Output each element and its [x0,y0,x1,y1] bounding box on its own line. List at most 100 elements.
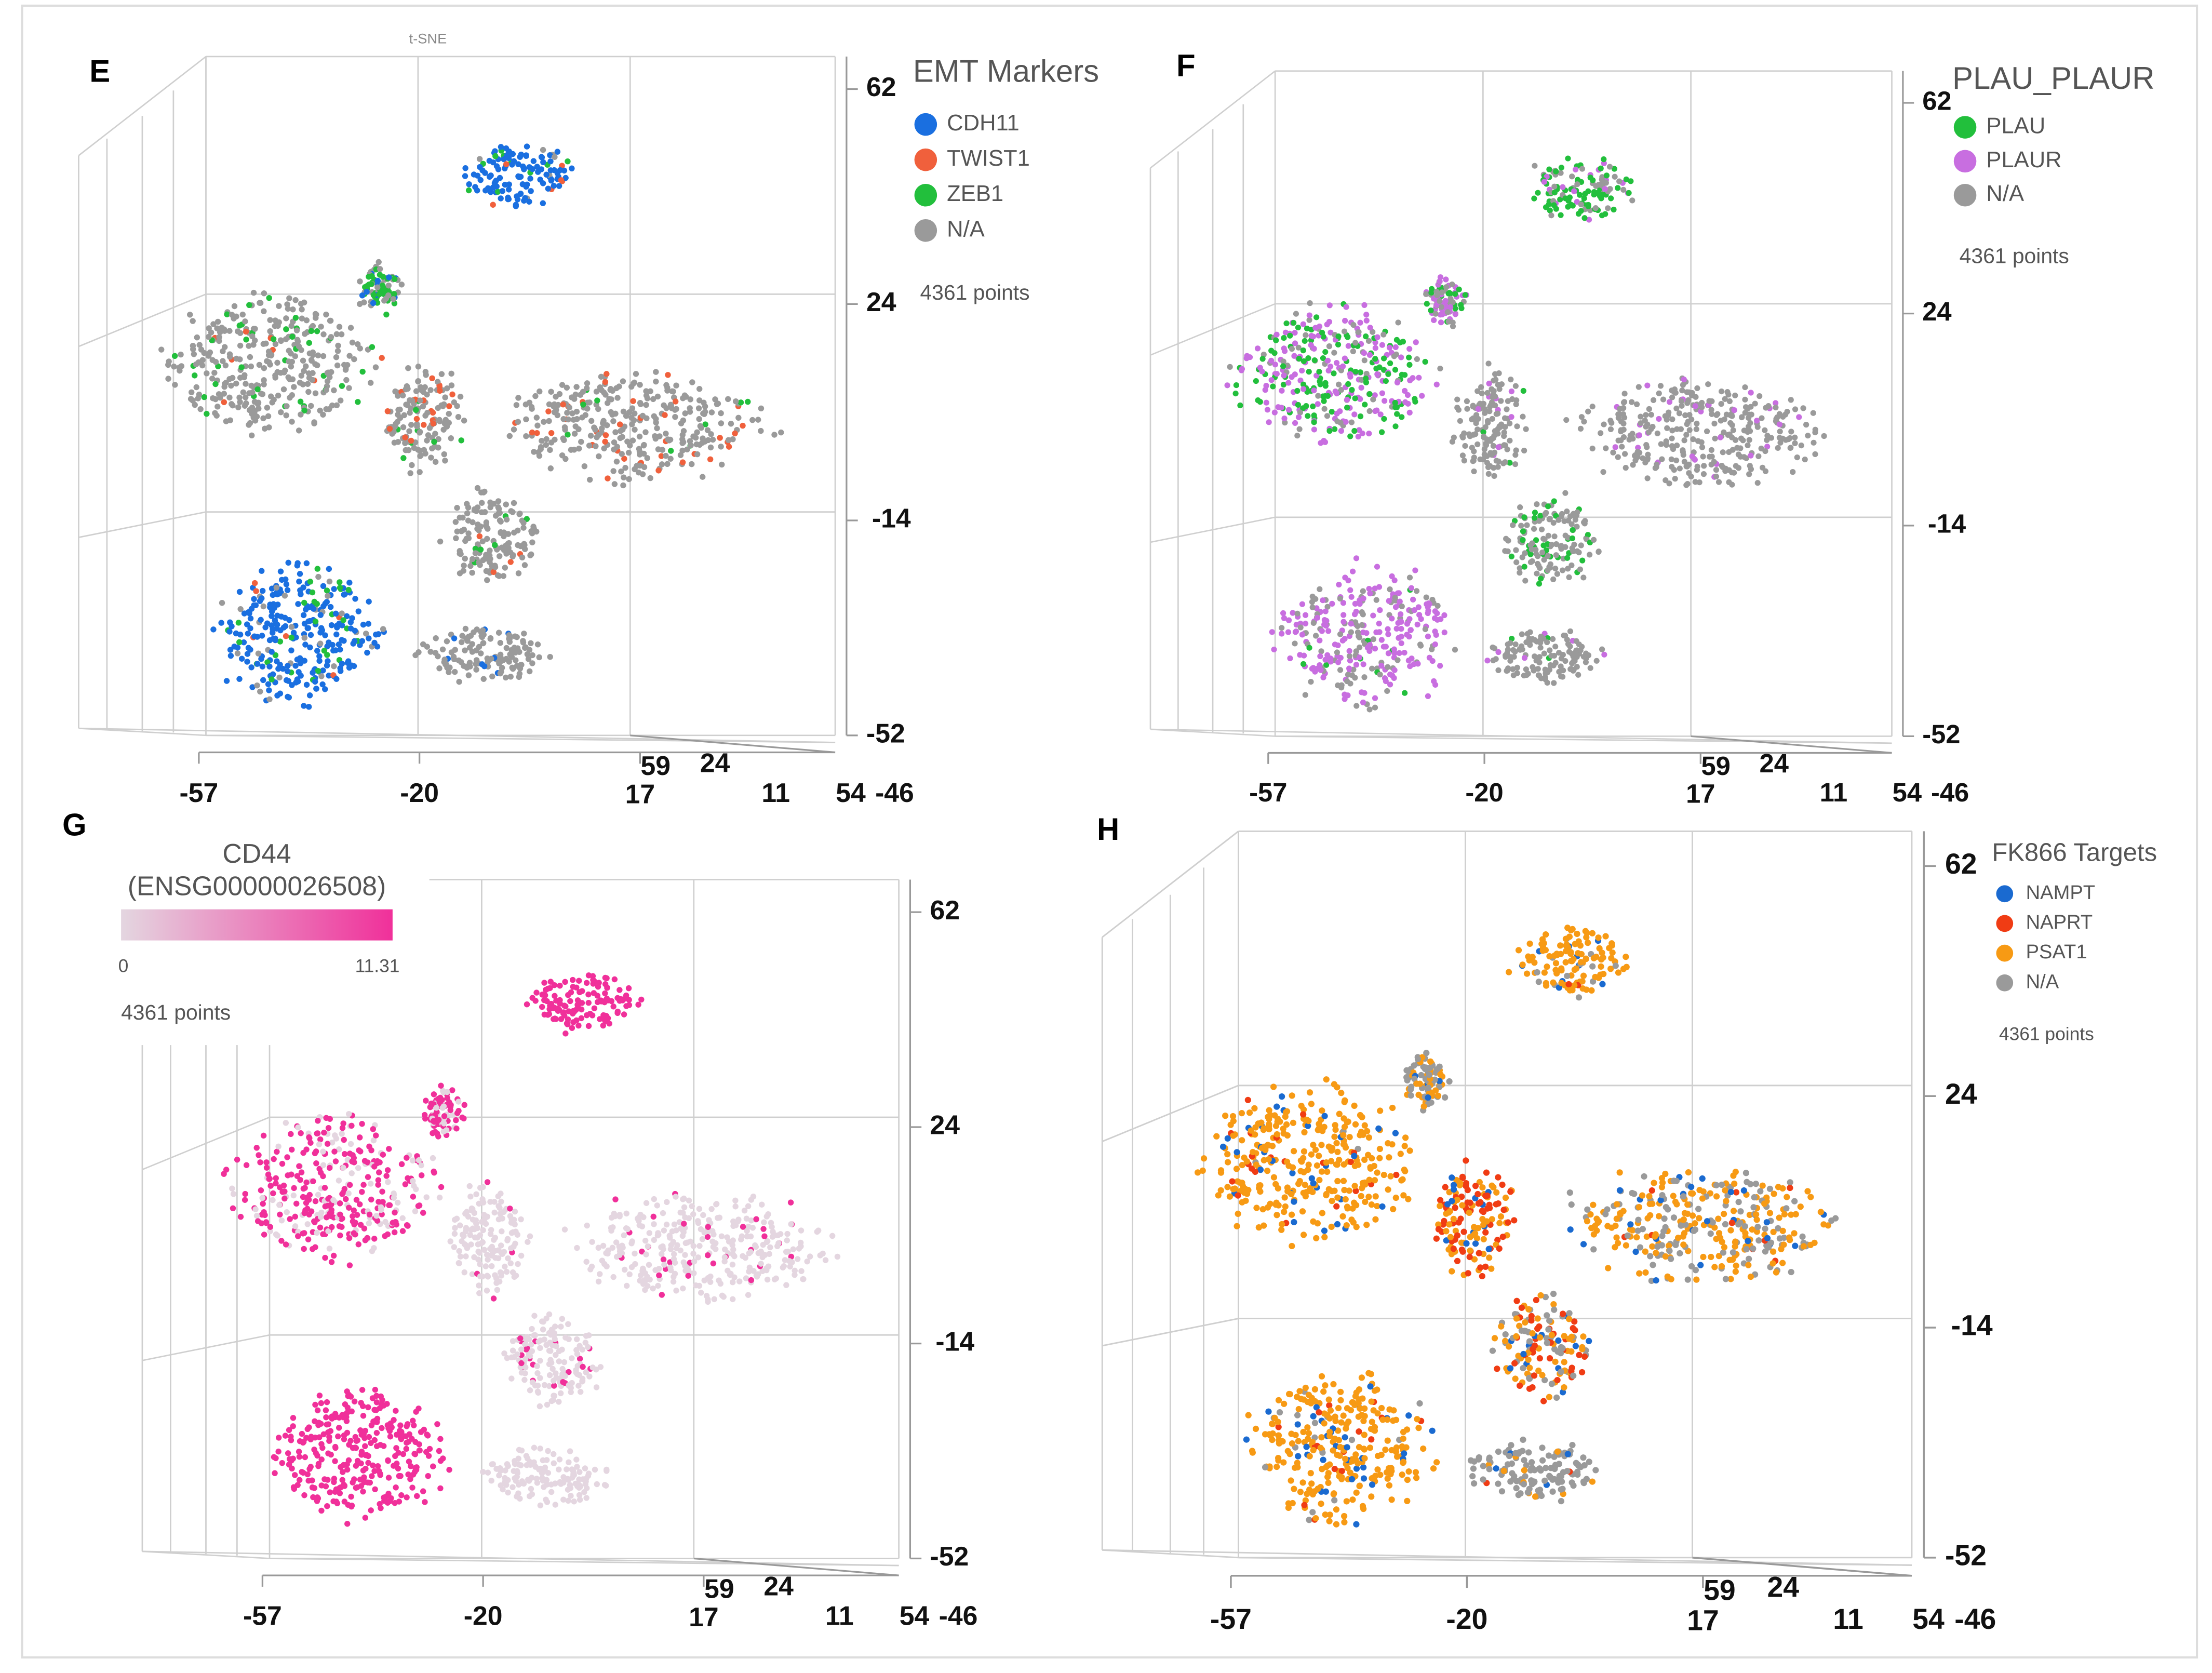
point [480,640,486,647]
point [547,653,553,660]
point [1571,188,1577,194]
point [1644,475,1651,481]
point [628,1240,635,1247]
point [1287,655,1293,662]
point [1550,662,1557,668]
point [404,1155,410,1161]
point [333,331,340,338]
point [407,470,413,476]
point [498,1198,504,1205]
point [427,1104,434,1110]
point [318,1209,325,1216]
point [1350,348,1356,355]
point [373,1429,380,1436]
point [553,1370,559,1376]
point [204,370,210,377]
point [593,443,599,449]
point [417,447,423,454]
point [704,427,711,433]
point [545,185,552,192]
point [1302,612,1309,618]
point [1454,405,1460,411]
point [755,1271,761,1277]
point [1620,186,1627,193]
point [1316,369,1322,375]
point [503,645,510,651]
point [1292,640,1298,647]
point [1543,204,1549,210]
point [602,379,609,385]
subtitle: t-SNE [409,30,447,46]
point [1733,463,1739,469]
grid-line [1150,516,1276,543]
point [642,429,649,435]
point [315,352,321,358]
point [348,1122,355,1129]
point [1717,434,1724,440]
point [527,1387,533,1394]
point [1407,663,1413,670]
point [713,1201,720,1207]
point [1348,621,1354,627]
point [1517,565,1523,571]
point [186,312,193,318]
point [254,682,260,689]
point [558,177,565,183]
point [1508,414,1514,420]
point [591,424,597,431]
point [547,1357,554,1363]
point [1542,511,1548,517]
point [1681,437,1687,444]
point [577,1343,583,1349]
point [238,364,245,370]
point [1677,465,1683,472]
point [705,1252,711,1259]
point [277,1184,283,1190]
point [497,670,504,677]
point [477,177,484,183]
point [682,1267,689,1274]
point [1370,329,1376,335]
point [711,1296,718,1303]
point [351,356,357,363]
point [413,416,420,422]
point [299,1430,305,1437]
point [317,1136,324,1143]
point [600,389,607,396]
point [518,1216,524,1223]
point [1441,630,1447,636]
point [376,1199,382,1205]
point [1352,395,1358,401]
point [491,1199,498,1205]
point [1646,406,1652,412]
point [498,529,504,536]
point [1322,608,1329,614]
point [441,1113,448,1119]
point [328,1209,334,1216]
point [1672,476,1678,482]
point [1299,632,1306,638]
point [1461,458,1467,464]
point [1657,383,1664,389]
point [337,1232,343,1239]
point [1469,445,1475,451]
point [1393,625,1400,632]
point [510,1338,516,1344]
point [1342,574,1348,581]
point [392,1209,398,1216]
point [432,459,439,465]
point [1723,411,1730,418]
point [1685,397,1692,404]
point [572,423,579,430]
point [590,981,596,987]
point [341,592,347,598]
point [1558,673,1564,679]
point [1548,212,1554,219]
point [1551,680,1557,686]
point [1433,381,1440,387]
point [462,625,469,632]
point [1271,646,1277,653]
point [247,420,253,426]
point [1709,398,1715,405]
point [1452,311,1458,317]
